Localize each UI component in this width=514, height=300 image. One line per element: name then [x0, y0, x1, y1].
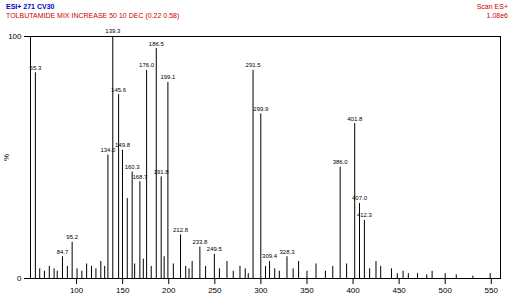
svg-text:200: 200	[162, 286, 176, 295]
svg-text:299.9: 299.9	[253, 106, 269, 112]
svg-text:139.3: 139.3	[105, 28, 121, 34]
svg-text:407.0: 407.0	[352, 195, 368, 201]
svg-text:212.8: 212.8	[173, 227, 189, 233]
svg-text:95.2: 95.2	[66, 234, 78, 240]
svg-text:160.3: 160.3	[125, 164, 141, 170]
svg-text:401.8: 401.8	[347, 116, 363, 122]
svg-text:250: 250	[208, 286, 222, 295]
svg-text:191.8: 191.8	[154, 169, 170, 175]
svg-text:291.5: 291.5	[246, 62, 262, 68]
svg-text:149.8: 149.8	[115, 142, 131, 148]
svg-text:168.7: 168.7	[132, 174, 148, 180]
svg-text:233.8: 233.8	[192, 239, 208, 245]
svg-text:386.0: 386.0	[333, 159, 349, 165]
svg-text:309.4: 309.4	[262, 253, 278, 259]
svg-text:134.0: 134.0	[100, 147, 116, 153]
svg-text:150: 150	[116, 286, 130, 295]
svg-text:550: 550	[485, 286, 499, 295]
svg-text:186.5: 186.5	[149, 41, 165, 47]
svg-text:412.3: 412.3	[357, 212, 373, 218]
svg-text:300: 300	[254, 286, 268, 295]
html-text:1.08e6: 1.08e6	[486, 12, 508, 19]
svg-text:400: 400	[346, 286, 360, 295]
svg-text:450: 450	[392, 286, 406, 295]
svg-text:55.3: 55.3	[30, 65, 42, 71]
html-text:TOLBUTAMIDE MIX INCREASE 50 10: TOLBUTAMIDE MIX INCREASE 50 10 DEC (0.22…	[6, 12, 180, 19]
svg-text:100: 100	[8, 32, 22, 41]
svg-text:0: 0	[17, 274, 22, 283]
svg-text:176.0: 176.0	[139, 62, 155, 68]
svg-text:249.5: 249.5	[207, 246, 223, 252]
svg-text:328.3: 328.3	[279, 249, 295, 255]
svg-text:500: 500	[439, 286, 453, 295]
html-text:Scan ES+: Scan ES+	[476, 3, 508, 10]
svg-text:350: 350	[300, 286, 314, 295]
html-text:ESI+ 271 CV30: ESI+ 271 CV30	[6, 3, 55, 10]
svg-text:%: %	[2, 154, 11, 161]
svg-text:199.1: 199.1	[160, 74, 176, 80]
svg-text:84.7: 84.7	[57, 249, 69, 255]
svg-text:145.6: 145.6	[111, 87, 127, 93]
svg-text:100: 100	[70, 286, 84, 295]
